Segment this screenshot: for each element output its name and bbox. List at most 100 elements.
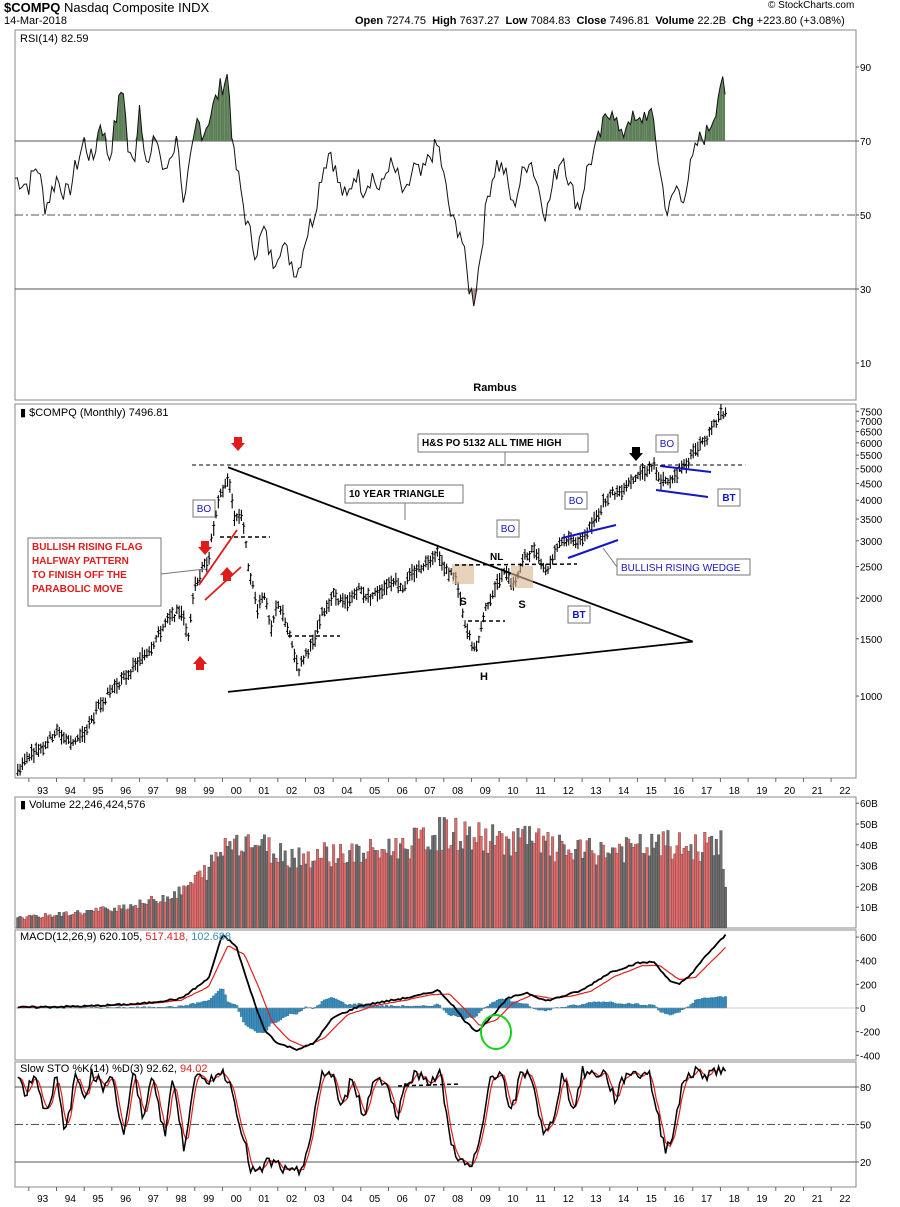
macd-legend-part: 102.688 <box>191 931 231 943</box>
rsi-overbought-fill <box>123 93 126 141</box>
x-axis-label: 96 <box>120 1194 132 1205</box>
x-axis-label: 20 <box>784 1194 796 1205</box>
x-axis-label: 95 <box>92 786 104 797</box>
x-axis-label: 04 <box>341 1194 353 1205</box>
bo-tag-text: BO <box>569 496 584 507</box>
volume-legend: ▮ Volume 22,246,424,576 <box>20 799 145 811</box>
red-down-arrow <box>198 541 212 555</box>
panel-frame-macd <box>14 929 857 1061</box>
header-ohlc: Open 7274.75 High 7637.27 Low 7084.83 Cl… <box>355 15 845 27</box>
x-axis-label: 11 <box>535 1194 546 1205</box>
rsi-overbought-fill <box>718 85 721 141</box>
axis-label-macd: 0 <box>860 1004 866 1015</box>
x-axis-label: 17 <box>701 1194 713 1205</box>
neckline-line <box>454 563 578 566</box>
x-axis-label: 96 <box>120 786 132 797</box>
flag-pointer <box>160 568 206 575</box>
bo-tag-text: BO <box>197 504 212 515</box>
x-axis-label: 12 <box>563 786 575 797</box>
rsi-overbought-fill <box>97 125 101 141</box>
x-axis-label: 08 <box>452 786 464 797</box>
close-value: 7496.81 <box>609 15 650 27</box>
x-axis-label: 16 <box>673 1194 685 1205</box>
bo-tag-box <box>564 491 588 510</box>
x-axis-label: 03 <box>314 786 326 797</box>
flag-label-box <box>27 537 162 607</box>
axis-label-price: 7000 <box>860 417 883 428</box>
bt-tag-box <box>567 605 591 624</box>
sto-dashed-line <box>397 1083 461 1087</box>
wedge-label-text: BULLISH RISING WEDGE <box>621 563 741 574</box>
axis-label-macd: 200 <box>860 980 877 991</box>
x-axis-label: 22 <box>839 1194 851 1205</box>
flag-label-text: BULLISH RISING FLAG <box>32 542 143 553</box>
x-axis-label: 95 <box>92 1194 104 1205</box>
macd-line <box>17 934 727 1052</box>
macd-legend-part: 620.105, <box>99 931 145 943</box>
rsi-overbought-fill <box>224 74 228 141</box>
hs-po-label-box <box>417 433 589 453</box>
x-axis-label: 08 <box>452 1194 464 1205</box>
x-axis-label: 18 <box>729 1194 741 1205</box>
axis-label-macd: 600 <box>860 933 877 944</box>
x-axis-label: 10 <box>507 1194 519 1205</box>
axis-label-price: 5000 <box>860 465 883 476</box>
rsi-overbought-fill <box>607 117 610 141</box>
rsi-overbought-fill <box>625 121 629 141</box>
low-label: Low <box>505 15 528 27</box>
header-name: Nasdaq Composite INDX <box>63 0 210 15</box>
axis-label-sto: 80 <box>860 1083 872 1094</box>
x-axis-label: 98 <box>175 1194 187 1205</box>
flag-label-text: TO FINISH OFF THE <box>32 570 127 581</box>
rsi-legend: RSI(14) 82.59 <box>20 33 88 45</box>
watermark: © StockCharts.com <box>768 0 855 11</box>
x-axis-label: 19 <box>756 786 768 797</box>
axis-label-macd: 400 <box>860 957 877 968</box>
axis-label-price: 2500 <box>860 563 883 574</box>
x-axis-label: 21 <box>812 786 824 797</box>
macd-hist-bar <box>724 996 727 1009</box>
red-up-arrow <box>220 567 234 581</box>
macd-histogram <box>16 988 727 1033</box>
chg-label: Chg <box>732 15 754 27</box>
rsi-overbought-fill <box>706 124 709 141</box>
axis-label-volume: 10B <box>860 903 878 914</box>
rsi-overbought-fill <box>605 113 608 141</box>
header-date: 14-Mar-2018 <box>4 15 67 27</box>
axis-label-price: 6000 <box>860 439 883 450</box>
axis-label-rsi: 90 <box>860 63 872 74</box>
rsi-overbought-fill <box>602 113 606 141</box>
x-axis-label: 13 <box>590 1194 602 1205</box>
bo-tag-box <box>192 499 216 518</box>
x-axis-label: 18 <box>729 786 741 797</box>
open-label: Open <box>355 15 384 27</box>
neckline-label: NL <box>490 552 503 563</box>
x-axis-label: 02 <box>286 786 298 797</box>
x-axis-label: 14 <box>618 786 630 797</box>
flag-label-text: HALFWAY PATTERN <box>32 556 129 567</box>
high-value: 7637.27 <box>459 15 500 27</box>
rsi-overbought-fill <box>642 111 645 141</box>
bo-tag-box <box>655 434 679 453</box>
axis-label-rsi: 10 <box>860 359 872 370</box>
axis-label-price: 2000 <box>860 594 883 605</box>
x-axis-label: 01 <box>258 1194 270 1205</box>
x-axis-label: 14 <box>618 1194 630 1205</box>
flag-label-text: PARABOLIC MOVE <box>32 584 123 595</box>
macd-legend: MACD(12,26,9) 620.105, 517.418, 102.688 <box>20 931 231 943</box>
black-down-arrow <box>629 447 643 461</box>
rsi-overbought-fill <box>206 125 209 141</box>
rsi-overbought-fill <box>648 108 652 141</box>
sto-legend-part: 94.02 <box>180 1063 208 1075</box>
bo-tag-text: BO <box>501 524 516 535</box>
macd-signal-line <box>17 945 726 1048</box>
rsi-overbought-fill <box>208 114 211 141</box>
rsi-line <box>14 74 726 307</box>
volume-bars <box>16 817 727 929</box>
rsi-overbought-fill <box>121 92 124 141</box>
rsi-overbought-fill <box>637 117 640 141</box>
rsi-overbought-fill <box>651 108 654 141</box>
x-axis-label: 09 <box>480 1194 492 1205</box>
